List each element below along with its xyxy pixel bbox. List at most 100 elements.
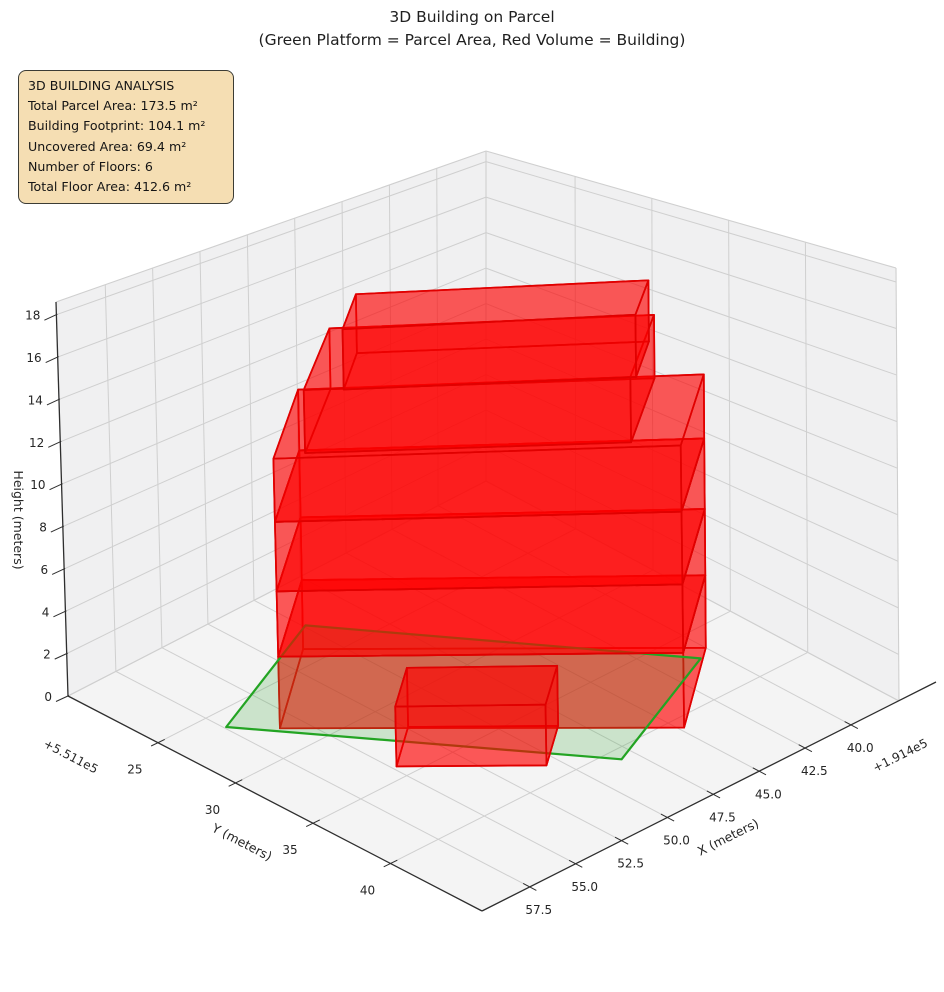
grid-z-right-wall	[485, 267, 898, 423]
z-tick-mark	[51, 567, 66, 575]
z-tick-mark	[49, 483, 63, 491]
grid-z-left-wall	[65, 409, 487, 612]
info-box-line: Building Footprint: 104.1 m²	[28, 118, 206, 134]
y-tick-label: 40	[360, 883, 375, 897]
grid-x-wall	[104, 284, 117, 672]
pane-edge-top-left	[55, 150, 487, 303]
grid-y-floor	[157, 528, 576, 744]
grid-x-wall	[294, 218, 301, 577]
grid-y-wall	[574, 176, 577, 529]
x-tick-label: 52.5	[617, 857, 644, 871]
z-tick-label: 16	[26, 351, 41, 365]
building-volume-floor-3	[274, 510, 684, 593]
grid-x-floor	[115, 670, 530, 888]
y-axis-label: Y (meters)	[209, 820, 275, 864]
grid-z-left-wall	[57, 196, 487, 358]
info-box-line: Uncovered Area: 69.4 m²	[28, 138, 187, 154]
pane-edge-top-right	[485, 150, 897, 269]
x-tick-mark	[844, 721, 859, 729]
grid-z-left-wall	[56, 161, 487, 316]
building-volume-floor-2	[275, 583, 685, 658]
y-tick-mark	[228, 779, 243, 787]
z-axis-label: Height (meters)	[11, 470, 26, 569]
y-tick-mark	[383, 859, 398, 868]
z-tick-mark	[46, 398, 61, 406]
y-tick-mark	[305, 819, 321, 827]
right-wall-pane	[486, 151, 899, 701]
grid-x-wall	[388, 184, 393, 530]
grid-z-left-wall	[60, 267, 487, 443]
grid-y-floor	[312, 610, 731, 824]
z-tick-mark	[45, 356, 59, 364]
chart-title-block: 3D Building on Parcel (Green Platform = …	[0, 6, 944, 52]
y-tick-label: 35	[282, 843, 297, 857]
grid-z-left-wall	[61, 303, 487, 485]
z-tick-label: 14	[28, 393, 43, 407]
pane-edge-floor-right	[485, 480, 900, 702]
info-box-line: Total Floor Area: 412.6 m²	[28, 179, 192, 195]
grid-z-left-wall	[62, 338, 487, 527]
grid-x-floor	[207, 623, 622, 842]
z-tick-mark	[55, 695, 70, 702]
grid-z-right-wall	[485, 196, 897, 330]
info-box-line: 3D BUILDING ANALYSIS	[28, 78, 175, 93]
y-axis-offset-text: +5.511e5	[41, 737, 100, 777]
grid-z-right-wall	[485, 161, 897, 283]
z-tick-label: 18	[25, 309, 40, 323]
building-volume-floor-6	[341, 313, 637, 391]
info-box-line: Number of Floors: 6	[28, 158, 153, 174]
x-axis-spine	[481, 681, 937, 912]
x-tick-mark	[568, 859, 583, 868]
y-tick-mark	[150, 738, 165, 747]
grid-x-floor	[299, 576, 714, 795]
grid-z-right-wall	[485, 303, 898, 469]
z-tick-label: 4	[42, 605, 50, 619]
grid-x-wall	[199, 251, 209, 625]
x-tick-label: 40.0	[847, 741, 874, 755]
x-tick-label: 45.0	[755, 787, 782, 801]
z-tick-label: 8	[39, 521, 47, 535]
grid-x-floor	[253, 599, 668, 819]
z-axis-spine	[55, 301, 69, 697]
pane-edge-right	[895, 267, 900, 702]
x-axis-offset-text: +1.914e5	[870, 736, 929, 775]
x-tick-mark	[798, 744, 813, 753]
z-tick-label: 0	[44, 690, 52, 704]
grid-x-wall	[246, 234, 255, 601]
x-tick-label: 50.0	[663, 834, 690, 848]
x-tick-label: 42.5	[801, 764, 828, 778]
z-tick-mark	[53, 610, 67, 618]
grid-z-right-wall	[485, 338, 898, 516]
grid-y-wall	[804, 242, 809, 653]
z-tick-mark	[44, 313, 58, 321]
grid-x-floor	[437, 505, 852, 726]
y-tick-label: 30	[205, 803, 220, 817]
z-tick-label: 10	[30, 478, 45, 492]
building-volume-floor-4	[272, 444, 683, 523]
building-volume-ground-annex	[394, 664, 559, 708]
x-tick-mark	[522, 883, 537, 891]
z-tick-label: 6	[40, 563, 48, 577]
grid-z-left-wall	[63, 374, 487, 570]
chart-subtitle: (Green Platform = Parcel Area, Red Volum…	[258, 31, 686, 49]
grid-y-wall	[728, 220, 731, 612]
info-box-line: Total Parcel Area: 173.5 m²	[28, 98, 198, 114]
x-tick-label: 57.5	[525, 903, 552, 917]
z-tick-mark	[54, 652, 68, 660]
grid-x-floor	[161, 647, 576, 865]
x-tick-mark	[706, 790, 721, 799]
grid-z-left-wall	[58, 232, 487, 400]
building-analysis-info-box: 3D BUILDING ANALYSIS Total Parcel Area: 1…	[18, 70, 234, 205]
x-tick-label: 55.0	[571, 880, 598, 894]
grid-x-floor	[391, 528, 806, 749]
grid-y-floor	[235, 569, 654, 784]
parcel-polygon	[225, 624, 702, 761]
grid-x-wall	[152, 268, 163, 648]
x-tick-mark	[660, 813, 675, 822]
grid-z-right-wall	[485, 232, 897, 376]
grid-z-right-wall	[485, 374, 899, 562]
y-axis-spine	[67, 695, 483, 912]
building-volume-ground-annex	[394, 703, 548, 768]
